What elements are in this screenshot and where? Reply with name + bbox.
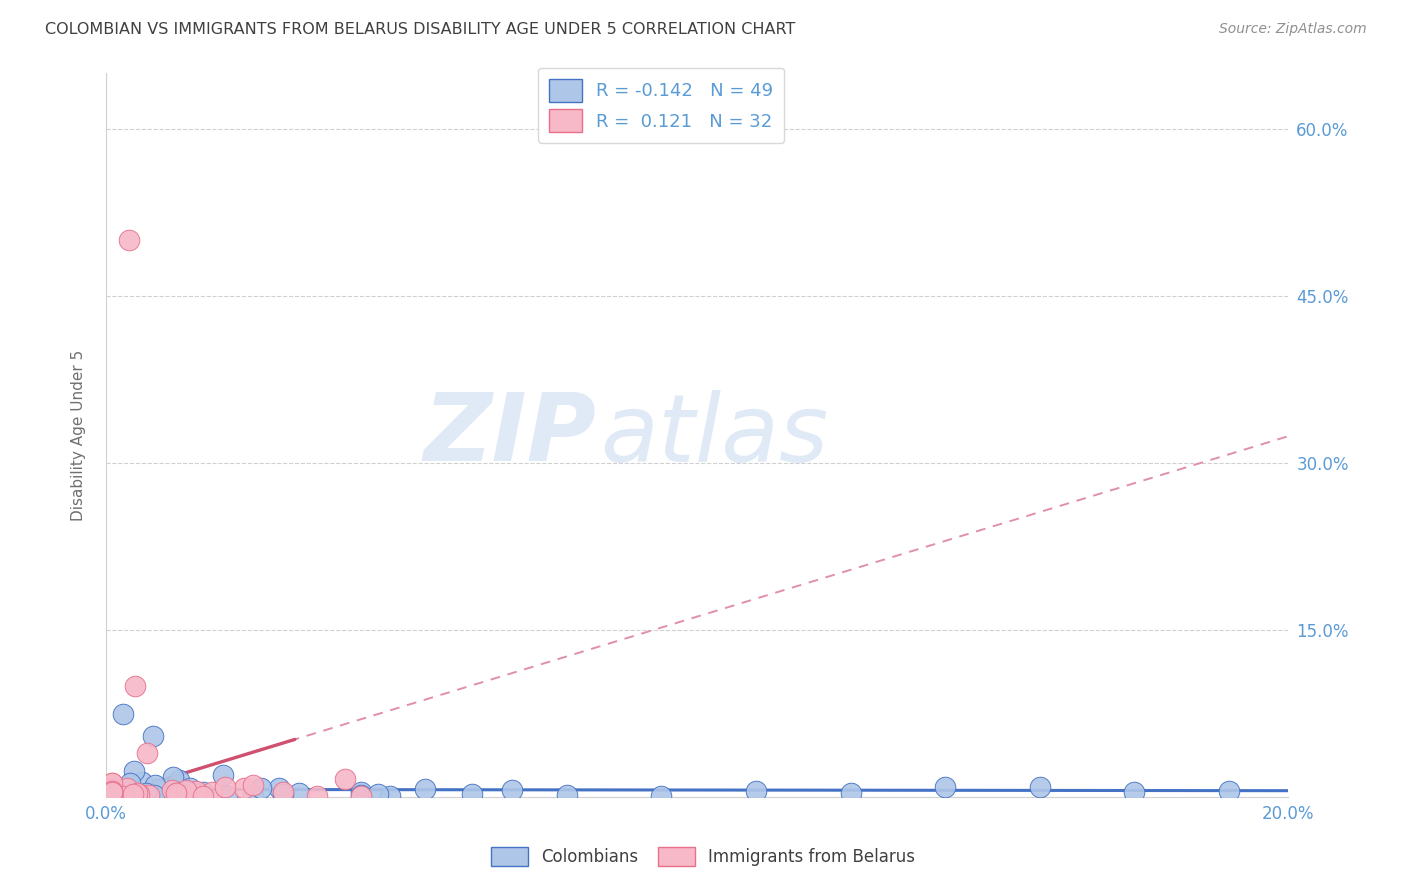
Point	[120, 775, 142, 789]
Point	[142, 729, 165, 743]
Point	[214, 780, 236, 794]
Legend: R = -0.142   N = 49, R =  0.121   N = 32: R = -0.142 N = 49, R = 0.121 N = 32	[538, 68, 785, 143]
Point	[115, 780, 138, 795]
Point	[201, 785, 224, 799]
Point	[177, 785, 200, 799]
Point	[101, 786, 124, 800]
Point	[120, 783, 142, 797]
Point	[162, 783, 184, 797]
Point	[128, 787, 150, 801]
Point	[100, 784, 122, 798]
Point	[380, 789, 402, 803]
Point	[367, 787, 389, 801]
Point	[242, 778, 264, 792]
Point	[350, 785, 373, 799]
Point	[350, 788, 373, 802]
Text: Source: ZipAtlas.com: Source: ZipAtlas.com	[1219, 22, 1367, 37]
Point	[191, 789, 214, 803]
Point	[267, 781, 290, 796]
Point	[271, 787, 294, 801]
Point	[461, 788, 484, 802]
Point	[173, 784, 195, 798]
Point	[163, 789, 186, 803]
Point	[350, 789, 373, 803]
Text: atlas: atlas	[600, 390, 828, 481]
Point	[145, 781, 167, 796]
Point	[118, 233, 141, 247]
Point	[232, 781, 254, 796]
Point	[288, 786, 311, 800]
Text: ZIP: ZIP	[423, 389, 596, 481]
Point	[100, 775, 122, 789]
Point	[250, 781, 273, 796]
Legend: Colombians, Immigrants from Belarus: Colombians, Immigrants from Belarus	[484, 840, 922, 873]
Point	[650, 789, 672, 803]
Point	[745, 784, 768, 798]
Point	[1123, 785, 1146, 799]
Point	[156, 781, 179, 796]
Point	[122, 764, 145, 779]
Point	[135, 786, 157, 800]
Point	[165, 786, 187, 800]
Point	[176, 782, 198, 797]
Point	[100, 782, 122, 797]
Point	[162, 770, 184, 784]
Point	[100, 781, 122, 796]
Point	[124, 679, 146, 693]
Point	[112, 706, 135, 721]
Point	[131, 775, 153, 789]
Point	[1028, 780, 1050, 794]
Point	[136, 746, 159, 760]
Point	[128, 788, 150, 802]
Point	[103, 781, 125, 796]
Point	[271, 785, 294, 799]
Point	[112, 789, 135, 803]
Point	[501, 783, 523, 797]
Point	[212, 768, 235, 782]
Point	[193, 785, 215, 799]
Point	[305, 789, 328, 803]
Point	[215, 789, 238, 803]
Point	[159, 788, 181, 802]
Point	[169, 772, 191, 787]
Point	[186, 783, 208, 797]
Point	[169, 780, 191, 794]
Point	[242, 789, 264, 803]
Point	[179, 781, 201, 796]
Point	[167, 787, 190, 801]
Point	[122, 787, 145, 801]
Point	[100, 776, 122, 790]
Point	[934, 780, 956, 794]
Text: COLOMBIAN VS IMMIGRANTS FROM BELARUS DISABILITY AGE UNDER 5 CORRELATION CHART: COLOMBIAN VS IMMIGRANTS FROM BELARUS DIS…	[45, 22, 796, 37]
Point	[103, 783, 125, 797]
Point	[110, 788, 132, 802]
Point	[125, 789, 148, 803]
Point	[100, 786, 122, 800]
Point	[100, 785, 122, 799]
Point	[839, 786, 862, 800]
Y-axis label: Disability Age Under 5: Disability Age Under 5	[72, 350, 86, 521]
Point	[120, 789, 142, 803]
Point	[166, 784, 188, 798]
Point	[143, 788, 166, 802]
Point	[143, 778, 166, 792]
Point	[100, 783, 122, 797]
Point	[413, 782, 436, 797]
Point	[555, 788, 578, 802]
Point	[333, 772, 356, 787]
Point	[138, 789, 160, 803]
Point	[127, 786, 149, 800]
Point	[1218, 784, 1240, 798]
